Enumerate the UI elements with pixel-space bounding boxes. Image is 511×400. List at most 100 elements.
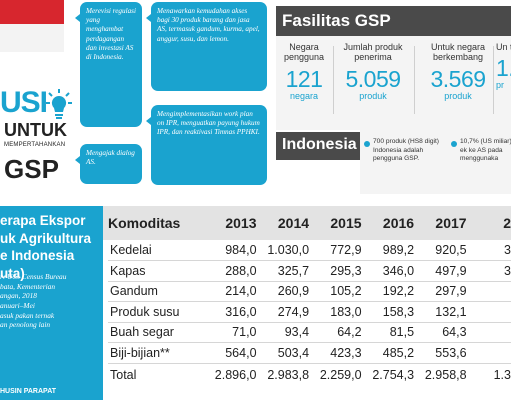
table-row: Kedelai 984,0 1.030,0 772,9 989,2 920,5 … (108, 240, 511, 261)
cell: 325,7 (256, 260, 310, 282)
cell: 105,2 (309, 281, 362, 302)
cell: Kedelai (108, 240, 204, 261)
title-untuk: UNTUK (4, 120, 67, 140)
ekspor-table: Komoditas 2013 2014 2015 2016 2017 2 Ked… (108, 206, 511, 386)
col-2017: 2017 (435, 215, 467, 231)
policy-bubble-akses: Menawarkan kemudahan akses bagi 30 produ… (146, 2, 267, 91)
cell: 772,9 (309, 240, 362, 261)
stat-value: 5.059 (345, 65, 401, 92)
policy-bubble-regulasi: Merevisi regulasi yang menghambat perdag… (75, 2, 142, 127)
cell (466, 281, 511, 302)
ekspor-title: erapa Ekspor uk Agrikultura e Indonesia … (0, 213, 92, 281)
col-2015: 2015 (330, 215, 362, 231)
cell: 132,1 (414, 301, 467, 323)
cell: 503,4 (256, 342, 310, 364)
col-2018: 2 (503, 215, 511, 231)
cell (466, 301, 511, 323)
cell: Total (108, 362, 204, 386)
cell: 423,3 (309, 342, 362, 364)
title-gsp: GSP (4, 154, 59, 184)
cell: Kapas (108, 260, 204, 282)
table-row: Gandum 214,0 260,9 105,2 192,2 297,9 (108, 281, 511, 302)
cell: 1.3 (466, 362, 511, 386)
divider (333, 46, 334, 114)
table-header-row: Komoditas 2013 2014 2015 2016 2017 2 (108, 206, 511, 240)
cell: 1.030,0 (256, 240, 310, 261)
cell: 564,0 (204, 342, 257, 364)
cell: 346,0 (361, 260, 415, 282)
cell (466, 342, 511, 364)
cell: 158,3 (361, 301, 415, 323)
cell: 2.754,3 (361, 362, 415, 386)
stat-unit: produk (444, 90, 472, 101)
cell: 3 (466, 240, 511, 261)
indonesia-header (276, 132, 360, 160)
bullet-dot (364, 141, 370, 147)
fasilitas-panel (276, 36, 511, 130)
table-header-bg (103, 206, 511, 240)
cell: 64,2 (309, 322, 362, 343)
cell: 274,9 (256, 301, 310, 323)
stat-unit: produk (359, 90, 387, 101)
fasilitas-header (276, 6, 511, 36)
policy-bubble-dialog: Mengajak dialog AS. (75, 144, 142, 184)
table-total-row: Total 2.896,0 2.983,8 2.259,0 2.754,3 2.… (108, 362, 511, 386)
divider (414, 46, 415, 114)
cell: 297,9 (414, 281, 467, 302)
stat-negara-pengguna: Negara pengguna 121 negara (278, 42, 330, 101)
cell: 93,4 (256, 322, 310, 343)
cell: 485,2 (361, 342, 415, 364)
cell: 2.983,8 (256, 362, 310, 386)
cell: 192,2 (361, 281, 415, 302)
cell: 295,3 (309, 260, 362, 282)
bullet-dot (451, 141, 457, 147)
cell: 64,3 (414, 322, 467, 343)
stat-label: Untuk negara berkembang (430, 42, 486, 63)
stat-jumlah-produk: Jumlah produk penerima 5.059 produk (336, 42, 410, 101)
col-komoditas: Komoditas (108, 215, 181, 231)
cell: Gandum (108, 281, 204, 302)
cell: 553,6 (414, 342, 467, 364)
cell: 2.896,0 (204, 362, 257, 386)
cell: Buah segar (108, 322, 204, 343)
title-mempertahankan: MEMPERTAHANKAN (4, 142, 66, 148)
cell: 989,2 (361, 240, 415, 261)
stat-unit: negara (289, 90, 319, 101)
indonesia-note-1: 700 produk (HS8 digit) Indonesia adalah … (373, 138, 439, 163)
ekspor-source: r: U.S. Census Bureau bata, Kementerian … (0, 272, 67, 330)
stat-negara-berkembang: Untuk negara berkembang 3.569 produk (418, 42, 498, 101)
cell: Produk susu (108, 301, 204, 323)
cell: 984,0 (204, 240, 257, 261)
lightbulb-icon (46, 89, 72, 119)
cell: 316,0 (204, 301, 257, 323)
indonesia-note-2: 10,7% (US miliar) ek ke AS pada mengguna… (460, 138, 511, 163)
stat-value: 1. (496, 55, 511, 82)
fasilitas-title: Fasilitas GSP (282, 11, 391, 30)
stat-cut-off: Un te 1. pr (496, 42, 511, 90)
cell: 183,0 (309, 301, 362, 323)
col-2013: 2013 (225, 215, 257, 231)
cell: 71,0 (204, 322, 257, 343)
title-area (0, 52, 76, 202)
cell: 2.259,0 (309, 362, 362, 386)
cell: 2.958,8 (414, 362, 467, 386)
indonesia-panel (360, 130, 511, 194)
stat-value: 121 (285, 65, 323, 92)
flag-red-stripe (0, 0, 64, 24)
ekspor-side-panel (0, 206, 103, 400)
stat-label: Un te (496, 42, 511, 52)
table-row: Buah segar 71,0 93,4 64,2 81,5 64,3 (108, 322, 511, 343)
cell: 260,9 (256, 281, 310, 302)
cell: 81,5 (361, 322, 415, 343)
cell: 214,0 (204, 281, 257, 302)
indonesia-title: Indonesia (282, 136, 357, 153)
table-row: Kapas 288,0 325,7 295,3 346,0 497,9 3 (108, 260, 511, 282)
stat-value: 3.569 (430, 65, 486, 92)
policy-bubble-ipr: Mengimplementasikan work plan on IPR, me… (146, 105, 267, 185)
table-row: Produk susu 316,0 274,9 183,0 158,3 132,… (108, 301, 511, 323)
col-2016: 2016 (382, 215, 415, 231)
cell: 3 (466, 260, 511, 282)
table-row: Biji-bijian** 564,0 503,4 423,3 485,2 55… (108, 342, 511, 364)
stat-unit: pr (496, 80, 505, 91)
title-solusi: USI (0, 86, 48, 119)
